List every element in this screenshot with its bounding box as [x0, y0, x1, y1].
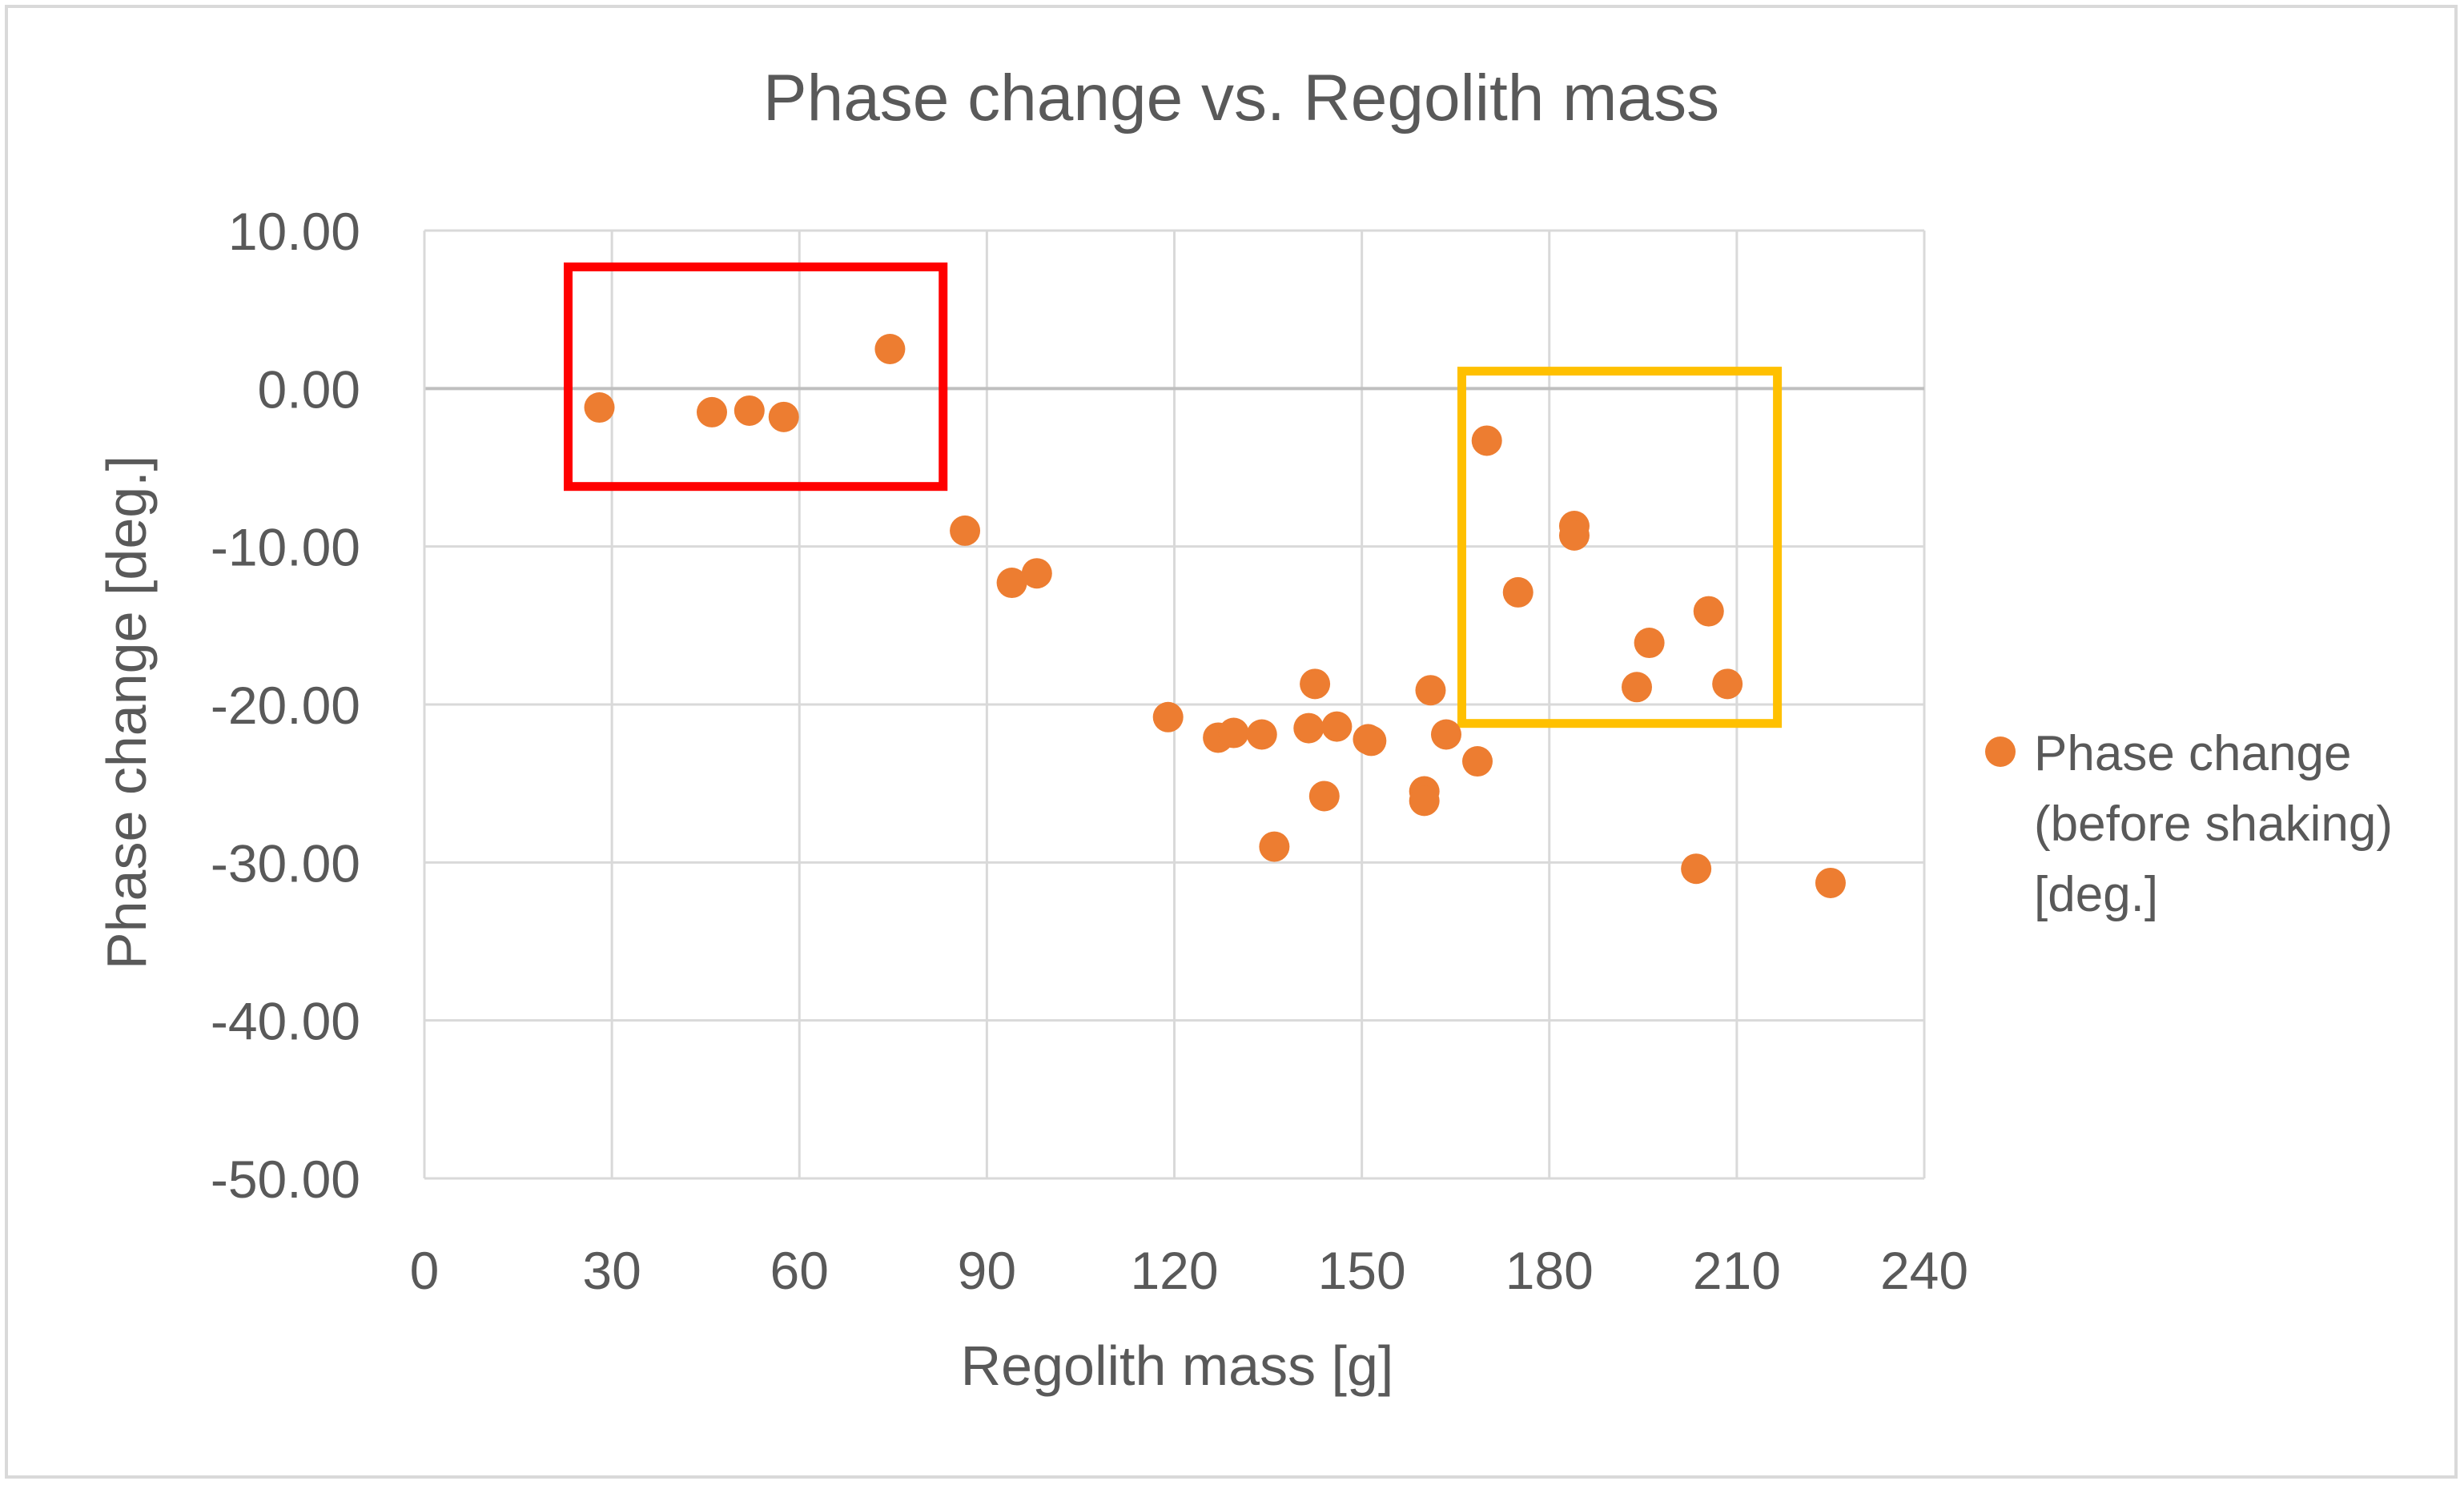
- legend[interactable]: Phase change (before shaking) [deg.]: [1985, 726, 2393, 922]
- data-point: [734, 395, 765, 426]
- grid-layer: [424, 229, 1926, 1180]
- legend-marker: [1985, 736, 2016, 767]
- y-tick-label: -50.00: [211, 1150, 360, 1209]
- axis-layer: 0 30 60 90 120 150 180 210 240 10.00 0.00 -10.00 -20…: [211, 202, 1968, 1300]
- legend-label-line: (before shaking): [2034, 797, 2393, 852]
- x-tick-label: 240: [1880, 1241, 1968, 1300]
- x-tick-label: 60: [770, 1241, 829, 1300]
- data-point: [1558, 520, 1590, 551]
- data-point: [1430, 719, 1461, 750]
- data-point: [1815, 867, 1846, 898]
- data-point: [1321, 711, 1353, 742]
- data-point: [1152, 701, 1184, 732]
- chart-frame: Phase change vs. Regolith mass 0 30 60 90 12…: [5, 5, 2458, 1479]
- red-box: [563, 262, 948, 492]
- y-axis-label: Phase change [deg.]: [95, 456, 158, 969]
- x-tick-label: 90: [958, 1241, 1016, 1300]
- data-point: [1246, 719, 1277, 750]
- data-point: [1293, 712, 1324, 744]
- data-point: [1415, 675, 1446, 706]
- data-point: [1218, 717, 1249, 749]
- data-point: [1308, 781, 1340, 812]
- highlight-boxes: [563, 262, 1783, 728]
- data-point: [584, 392, 615, 423]
- data-point: [1471, 425, 1502, 456]
- x-tick-label: 150: [1318, 1241, 1406, 1300]
- data-point: [1712, 668, 1743, 700]
- data-point: [768, 401, 799, 432]
- y-tick-label: -40.00: [211, 992, 360, 1051]
- x-tick-label: 180: [1505, 1241, 1594, 1300]
- y-tick-label: -20.00: [211, 676, 360, 735]
- y-tick-label: -30.00: [211, 833, 360, 893]
- data-point: [1634, 628, 1665, 659]
- data-point: [1021, 558, 1052, 589]
- yellow-box: [1457, 367, 1783, 728]
- data-point: [1622, 672, 1653, 703]
- x-tick-label: 210: [1693, 1241, 1781, 1300]
- x-tick-label: 120: [1130, 1241, 1218, 1300]
- data-point: [1409, 785, 1440, 817]
- data-point: [1693, 596, 1724, 627]
- data-point: [1259, 831, 1290, 862]
- data-point: [996, 568, 1027, 599]
- data-point: [1356, 725, 1387, 757]
- data-point: [1502, 576, 1533, 608]
- data-point: [696, 396, 727, 427]
- chart-title: Phase change vs. Regolith mass: [763, 62, 1719, 134]
- x-axis-label: Regolith mass [g]: [961, 1334, 1394, 1397]
- data-point: [1462, 746, 1493, 777]
- y-tick-label: 0.00: [258, 359, 360, 419]
- data-point: [874, 334, 906, 364]
- chart-svg: Phase change vs. Regolith mass 0 30 60 90 12…: [95, 62, 2393, 1397]
- x-tick-label: 0: [410, 1241, 440, 1300]
- y-tick-label: 10.00: [228, 202, 360, 261]
- data-point: [1681, 853, 1712, 885]
- legend-label-line: [deg.]: [2034, 867, 2158, 922]
- x-tick-label: 30: [582, 1241, 641, 1300]
- data-point: [950, 515, 981, 546]
- data-points: [584, 334, 1846, 898]
- y-tick-label: -10.00: [211, 518, 360, 577]
- legend-label-line: Phase change: [2034, 726, 2351, 781]
- data-point: [1300, 668, 1331, 700]
